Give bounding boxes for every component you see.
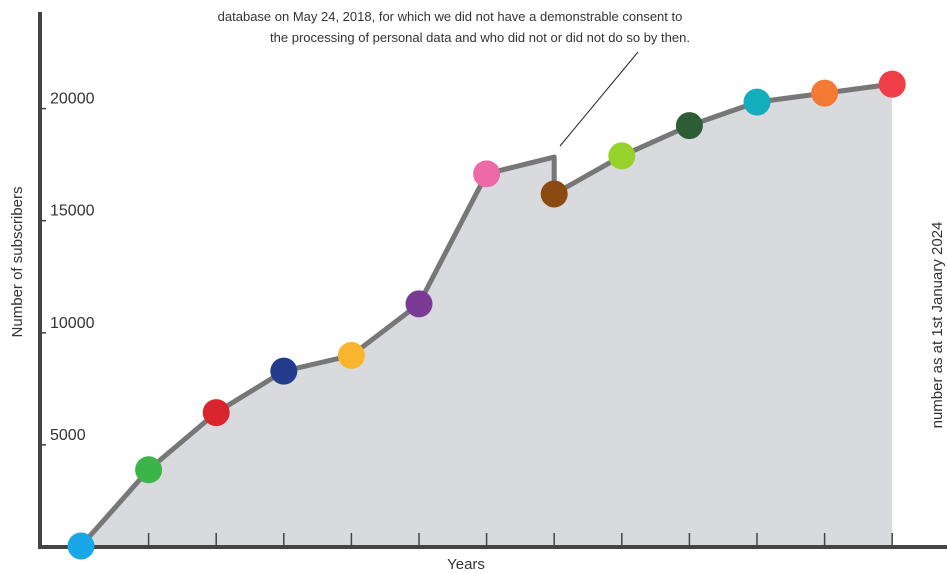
data-point [743,88,771,116]
annotation-line-1: database on May 24, 2018, for which we d… [218,9,683,24]
annotation-pointer [559,51,639,147]
y-tick-label: 15000 [50,203,95,220]
data-point [675,112,703,140]
data-point [540,180,568,208]
data-point [405,290,433,318]
x-axis-label: Years [447,556,485,573]
data-point [202,399,230,427]
data-point [811,79,839,107]
annotation-leader-line [559,51,639,147]
point-layer [67,70,906,560]
axis-layer [38,12,947,549]
data-point [878,70,906,98]
y-tick-label: 5000 [50,427,86,444]
data-point [270,357,298,385]
right-side-label: number as at 1st January 2024 [929,222,946,429]
annotation-line-2: the processing of personal data and who … [270,30,690,45]
data-point [135,456,163,484]
data-point [67,532,95,560]
y-axis-label: Number of subscribers [9,187,26,338]
y-tick-label: 20000 [50,91,95,108]
area-layer [81,84,893,546]
tick-layer: 5000 10000 15000 20000 [40,91,893,546]
subscribers-area [81,84,893,546]
y-tick-label: 10000 [50,315,95,332]
data-point [608,142,636,170]
data-point [337,341,365,369]
data-point [473,160,501,188]
